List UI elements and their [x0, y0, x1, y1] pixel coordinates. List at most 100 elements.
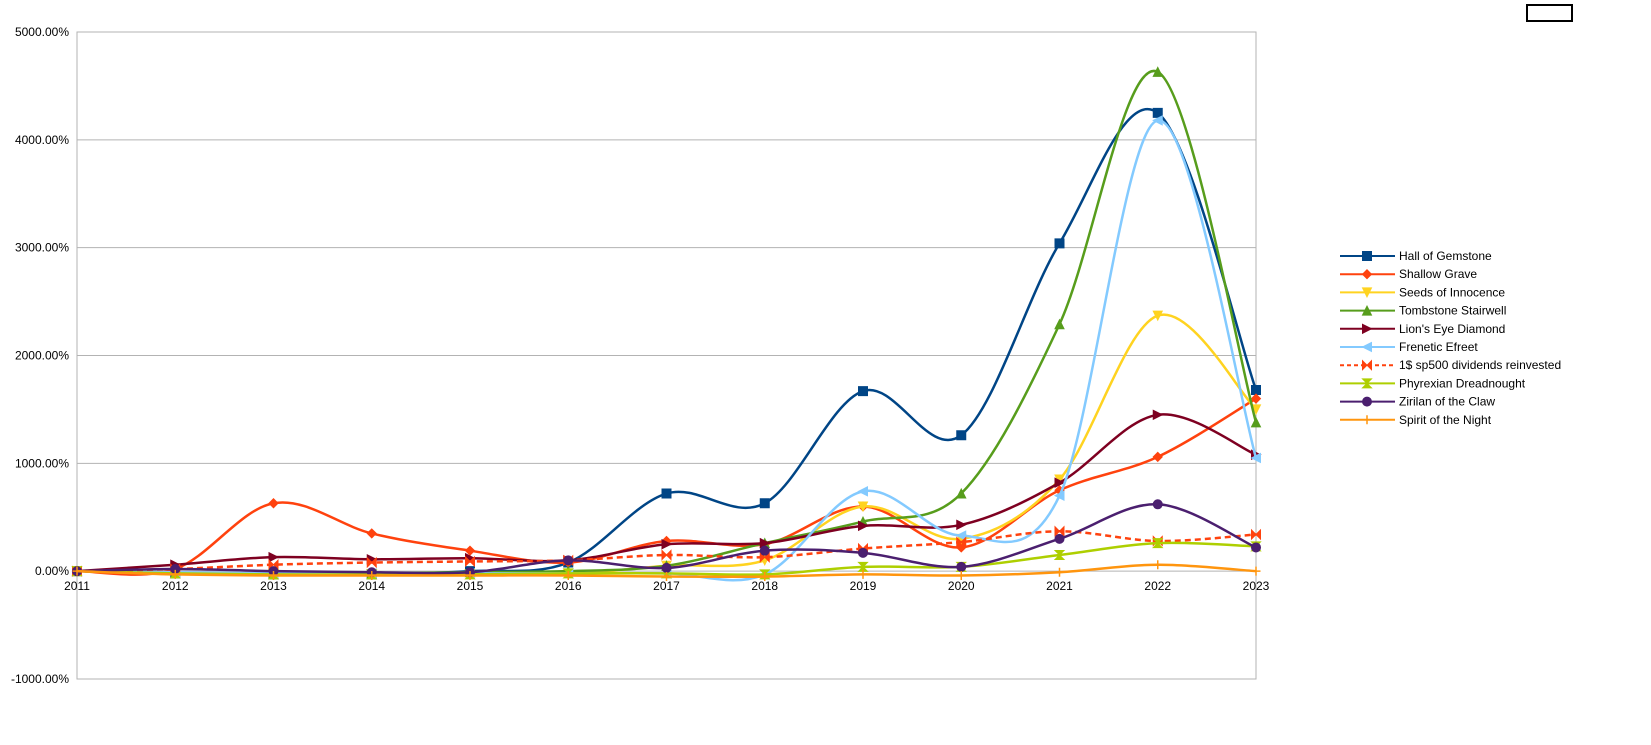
- point: [268, 558, 279, 571]
- series-line: [76, 397, 1257, 576]
- point: [1054, 533, 1065, 544]
- legend-marker: [1361, 341, 1372, 353]
- point: [1152, 107, 1163, 118]
- legend-marker: [1362, 359, 1372, 371]
- point: [1152, 499, 1163, 510]
- point: [1055, 567, 1064, 577]
- window-widget: [1526, 4, 1573, 22]
- series: [71, 66, 1262, 579]
- point: [1054, 318, 1065, 330]
- y-tick-label: 2000.00%: [15, 349, 69, 363]
- x-tick-label: 2019: [850, 579, 877, 593]
- point: [1152, 115, 1163, 126]
- point: [661, 562, 672, 573]
- point: [955, 487, 967, 499]
- legend-label: Shallow Grave: [1399, 267, 1477, 281]
- point: [956, 570, 966, 580]
- y-tick-label: 0.00%: [35, 564, 69, 578]
- point: [759, 498, 770, 509]
- point: [563, 570, 573, 580]
- series: [72, 560, 1261, 582]
- legend-marker: [1361, 268, 1373, 280]
- point: [858, 547, 868, 558]
- legend-marker: [1362, 415, 1372, 425]
- point: [268, 551, 280, 563]
- point: [661, 538, 673, 550]
- x-tick-label: 2020: [948, 579, 975, 593]
- legend-marker: [1361, 378, 1373, 389]
- series: [72, 107, 1261, 580]
- point: [956, 430, 967, 441]
- legend-label: Seeds of Innocence: [1399, 285, 1505, 299]
- x-tick-label: 2017: [653, 579, 680, 593]
- point: [858, 386, 868, 397]
- point: [269, 570, 278, 580]
- legend-marker: [1361, 287, 1373, 299]
- legend-label: Lion's Eye Diamond: [1399, 322, 1505, 336]
- legend-label: Spirit of the Night: [1399, 413, 1492, 427]
- x-tick-label: 2018: [751, 579, 778, 593]
- y-tick-label: 3000.00%: [15, 241, 69, 255]
- point: [1250, 416, 1262, 428]
- plot-frame: [76, 31, 1257, 680]
- point: [367, 570, 377, 580]
- point: [1054, 477, 1066, 489]
- point: [956, 519, 967, 531]
- point: [1152, 409, 1164, 421]
- point: [1251, 566, 1261, 576]
- point: [857, 486, 868, 497]
- point: [268, 498, 279, 509]
- point: [1250, 452, 1261, 464]
- series: [71, 115, 1261, 582]
- point: [366, 556, 377, 569]
- legend-label: 1$ sp500 dividends reinvested: [1399, 358, 1561, 372]
- legend-label: Tombstone Stairwell: [1399, 304, 1506, 318]
- x-tick-label: 2014: [358, 579, 385, 593]
- point: [465, 555, 475, 568]
- y-tick-label: 5000.00%: [15, 25, 69, 39]
- point: [1152, 310, 1164, 322]
- point: [760, 572, 770, 582]
- legend-marker: [1362, 323, 1373, 335]
- point: [1153, 560, 1163, 570]
- point: [1053, 490, 1065, 501]
- point: [956, 542, 967, 553]
- legend-label: Frenetic Efreet: [1399, 340, 1478, 354]
- point: [759, 545, 770, 556]
- series-line: [76, 108, 1258, 576]
- legend-marker: [1362, 251, 1372, 261]
- legend-label: Hall of Gemstone: [1399, 249, 1492, 263]
- point: [1054, 525, 1065, 537]
- x-tick-label: 2015: [457, 579, 484, 593]
- point: [563, 555, 574, 566]
- y-tick-label: 1000.00%: [15, 456, 69, 470]
- point: [857, 501, 869, 513]
- point: [661, 488, 672, 499]
- point: [366, 528, 377, 539]
- point: [858, 520, 869, 532]
- point: [465, 570, 475, 580]
- point: [956, 536, 967, 548]
- point: [1152, 451, 1163, 463]
- point: [464, 545, 476, 556]
- x-tick-label: 2013: [260, 579, 287, 593]
- x-tick-label: 2023: [1243, 579, 1270, 593]
- legend-marker: [1361, 304, 1373, 316]
- point: [1152, 538, 1164, 549]
- point: [759, 537, 771, 549]
- point: [1152, 66, 1164, 77]
- point: [1251, 542, 1261, 553]
- point: [956, 561, 967, 572]
- point: [858, 569, 868, 579]
- point: [857, 561, 869, 572]
- x-tick-label: 2012: [162, 579, 189, 593]
- legend-label: Phyrexian Dreadnought: [1399, 376, 1526, 390]
- x-tick-label: 2022: [1144, 579, 1171, 593]
- point: [661, 549, 672, 561]
- point: [1250, 393, 1262, 404]
- legend-marker: [1362, 396, 1372, 407]
- y-tick-label: -1000.00%: [11, 672, 69, 686]
- point: [1053, 549, 1066, 560]
- x-tick-label: 2021: [1046, 579, 1073, 593]
